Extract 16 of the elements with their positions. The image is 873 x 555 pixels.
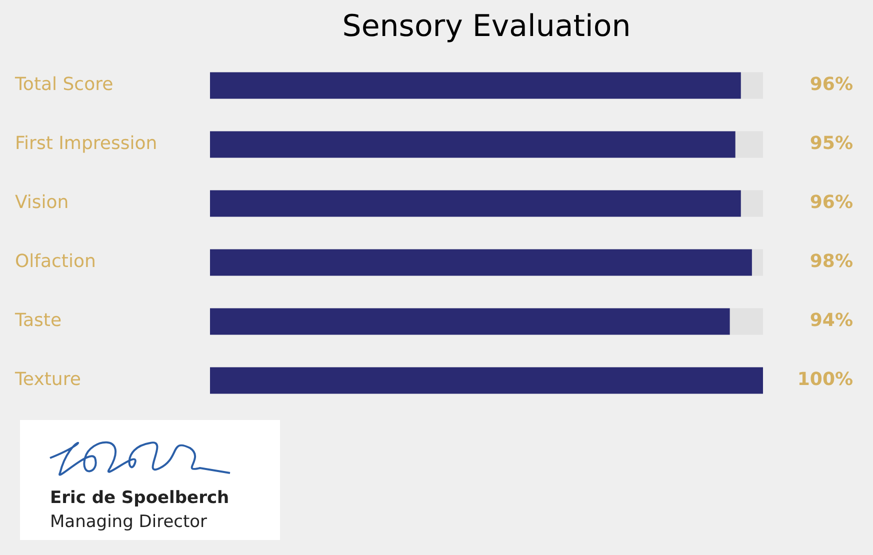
data-label: 98% bbox=[810, 251, 853, 272]
data-label: 94% bbox=[810, 310, 853, 332]
y-tick-label: Olfaction bbox=[15, 251, 96, 272]
bar bbox=[210, 249, 752, 276]
y-tick-label: Taste bbox=[14, 310, 62, 332]
data-label: 96% bbox=[810, 192, 853, 214]
y-tick-label: Texture bbox=[14, 369, 81, 390]
y-tick-label: First Impression bbox=[15, 133, 158, 154]
y-tick-label: Vision bbox=[15, 192, 69, 214]
chart-title: Sensory Evaluation bbox=[342, 8, 631, 44]
data-label: 95% bbox=[810, 133, 853, 154]
y-tick-label: Total Score bbox=[14, 74, 114, 96]
data-label: 96% bbox=[810, 74, 853, 96]
text: Eric de Spoelberch bbox=[50, 488, 230, 508]
text: Managing Director bbox=[50, 512, 208, 532]
data-label: 100% bbox=[797, 369, 853, 390]
